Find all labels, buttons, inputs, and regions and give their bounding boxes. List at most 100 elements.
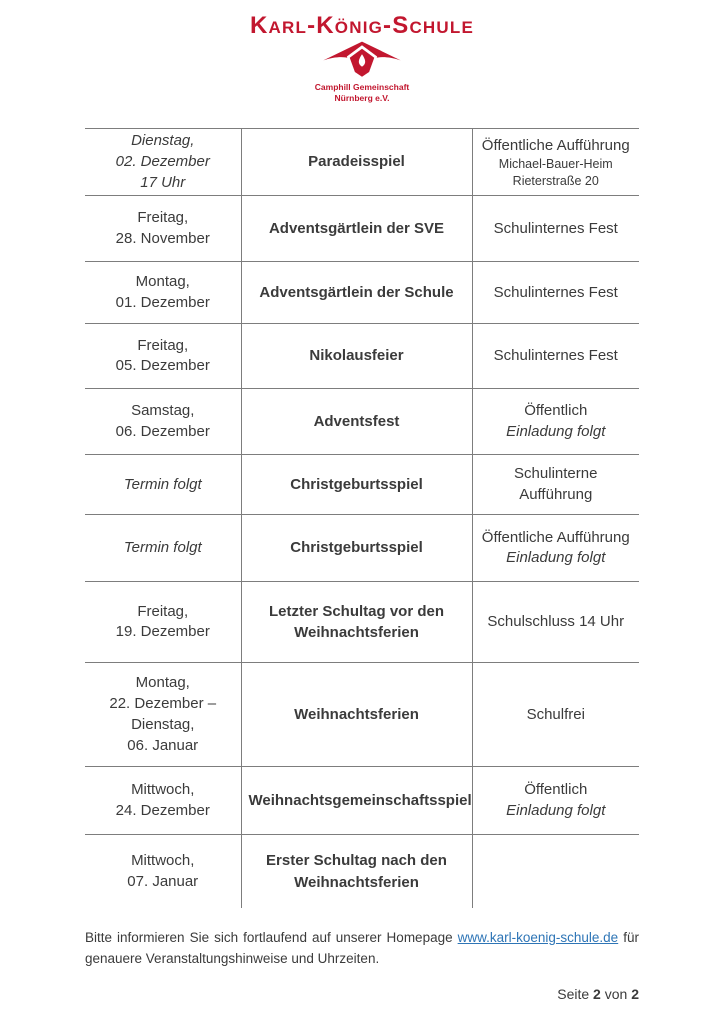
event-schedule-table: Dienstag, 02. Dezember 17 Uhr Paradeissp… — [85, 128, 639, 909]
date-line: Freitag, — [137, 336, 189, 354]
date-line: 22. Dezember – — [109, 695, 217, 713]
info-cell: Schulinternes Fest — [471, 195, 639, 262]
info-cell: Schulschluss 14 Uhr — [471, 581, 639, 663]
info-line: Einladung folgt — [506, 549, 606, 567]
info-line: Schulinternes Fest — [493, 347, 618, 364]
homepage-link[interactable]: www.karl-koenig-schule.de — [457, 930, 619, 946]
document-header: Karl-König-Schule Camphill Gemeinschaft … — [0, 0, 724, 104]
date-cell: Freitag, 05. Dezember — [85, 323, 241, 389]
date-line: Dienstag, — [131, 132, 195, 150]
homepage-note-after: für genauere Veranstaltungshinweise und … — [85, 930, 639, 967]
event-title: Adventsfest — [313, 412, 400, 430]
date-line: 06. Januar — [127, 736, 199, 754]
date-line: Samstag, — [131, 402, 195, 420]
event-cell: Letzter Schultag vor den Weihnachtsferie… — [240, 581, 472, 663]
event-cell: Adventsfest — [240, 388, 472, 455]
date-line: Montag, — [135, 674, 190, 692]
date-line: 06. Dezember — [115, 422, 210, 440]
table-row: Montag, 01. Dezember Adventsgärtlein der… — [85, 261, 639, 324]
event-title: Adventsgärtlein der SVE — [268, 219, 445, 237]
page-number-label: Seite — [557, 986, 590, 1003]
school-name-title: Karl-König-Schule — [250, 12, 474, 39]
date-cell: Freitag, 19. Dezember — [85, 581, 241, 663]
date-line: Montag, — [135, 273, 190, 291]
date-cell: Termin folgt — [85, 514, 241, 582]
event-title: Paradeisspiel — [308, 153, 405, 171]
date-line: 24. Dezember — [115, 801, 210, 819]
date-line: Freitag, — [137, 209, 189, 227]
date-line: 02. Dezember — [115, 152, 210, 170]
info-line: Öffentliche Aufführung — [481, 528, 630, 546]
date-line: 07. Januar — [127, 872, 199, 890]
table-row: Termin folgt Christgeburtsspiel Schulint… — [85, 454, 639, 515]
date-line: 01. Dezember — [115, 293, 210, 311]
page-number-of: von — [604, 986, 628, 1003]
date-line: Mittwoch, — [131, 852, 195, 870]
info-line: Öffentlich — [524, 402, 588, 420]
date-cell: Montag, 01. Dezember — [85, 261, 241, 324]
info-line: Schulinterne — [514, 465, 598, 483]
event-cell: Nikolausfeier — [240, 323, 472, 389]
date-line: 05. Dezember — [115, 357, 210, 375]
info-line: Öffentlich — [524, 781, 588, 799]
date-cell: Termin folgt — [85, 454, 241, 515]
table-row: Termin folgt Christgeburtsspiel Öffentli… — [85, 514, 639, 582]
event-cell: Paradeisspiel — [240, 128, 472, 196]
page-number-current: 2 — [593, 986, 601, 1003]
camphill-logo-icon — [0, 41, 724, 81]
info-line: Rieterstraße 20 — [512, 173, 599, 188]
date-cell: Samstag, 06. Dezember — [85, 388, 241, 455]
info-cell: Schulinternes Fest — [471, 323, 639, 389]
info-line: Schulschluss 14 Uhr — [487, 613, 625, 630]
date-line: Termin folgt — [123, 475, 202, 493]
info-cell: Schulinternes Fest — [471, 261, 639, 324]
event-cell: Erster Schultag nach den Weihnachtsferie… — [240, 834, 472, 909]
table-row: Freitag, 19. Dezember Letzter Schultag v… — [85, 581, 639, 663]
event-title: Adventsgärtlein der Schule — [259, 283, 454, 301]
date-line: 17 Uhr — [140, 173, 186, 191]
table-row: Montag, 22. Dezember – Dienstag, 06. Jan… — [85, 662, 639, 767]
date-line: 19. Dezember — [115, 623, 210, 641]
page-number: Seite 2 von 2 — [85, 986, 639, 1002]
date-cell: Mittwoch, 07. Januar — [85, 834, 241, 909]
table-row: Samstag, 06. Dezember Adventsfest Öffent… — [85, 388, 639, 455]
date-line: Dienstag, — [131, 715, 195, 733]
event-title: Weihnachtsgemeinschaftsspiel — [248, 791, 472, 809]
event-cell: Weihnachtsferien — [240, 662, 472, 767]
homepage-note: Bitte informieren Sie sich fortlaufend a… — [85, 928, 639, 970]
event-cell: Weihnachtsgemeinschaftsspiel — [240, 766, 472, 835]
info-cell: Schulfrei — [471, 662, 639, 767]
info-line: Einladung folgt — [506, 422, 606, 440]
event-title: Christgeburtsspiel — [290, 475, 423, 493]
info-cell — [471, 834, 639, 909]
date-cell: Freitag, 28. November — [85, 195, 241, 262]
date-cell: Dienstag, 02. Dezember 17 Uhr — [85, 128, 241, 196]
event-title: Erster Schultag nach den Weihnachtsferie… — [266, 852, 447, 891]
info-cell: Öffentliche Aufführung Einladung folgt — [471, 514, 639, 582]
event-title: Nikolausfeier — [309, 347, 404, 365]
date-cell: Montag, 22. Dezember – Dienstag, 06. Jan… — [85, 662, 241, 767]
info-cell: Schulinterne Aufführung — [471, 454, 639, 515]
event-title: Letzter Schultag vor den Weihnachtsferie… — [268, 602, 445, 642]
table-row: Dienstag, 02. Dezember 17 Uhr Paradeissp… — [85, 128, 639, 196]
table-row: Freitag, 28. November Adventsgärtlein de… — [85, 195, 639, 262]
table-row: Mittwoch, 07. Januar Erster Schultag nac… — [85, 834, 639, 909]
event-cell: Christgeburtsspiel — [240, 454, 472, 515]
table-row: Mittwoch, 24. Dezember Weihnachtsgemeins… — [85, 766, 639, 835]
event-cell: Christgeburtsspiel — [240, 514, 472, 582]
date-line: Mittwoch, — [131, 781, 195, 799]
date-line: Termin folgt — [123, 539, 202, 556]
info-line: Schulinternes Fest — [493, 283, 618, 301]
page-number-total: 2 — [631, 986, 639, 1003]
table-row: Freitag, 05. Dezember Nikolausfeier Schu… — [85, 323, 639, 389]
info-line: Michael-Bauer-Heim — [498, 157, 613, 172]
date-line: Freitag, — [137, 602, 189, 620]
info-cell: Öffentlich Einladung folgt — [471, 766, 639, 835]
event-title: Weihnachtsferien — [294, 705, 419, 723]
info-cell: Öffentliche Aufführung Michael-Bauer-Hei… — [471, 128, 639, 196]
info-line: Aufführung — [519, 485, 593, 503]
event-cell: Adventsgärtlein der SVE — [240, 195, 472, 262]
info-line: Schulinternes Fest — [493, 219, 618, 237]
homepage-note-before: Bitte informieren Sie sich fortlaufend a… — [85, 930, 458, 946]
info-line: Einladung folgt — [506, 801, 606, 819]
